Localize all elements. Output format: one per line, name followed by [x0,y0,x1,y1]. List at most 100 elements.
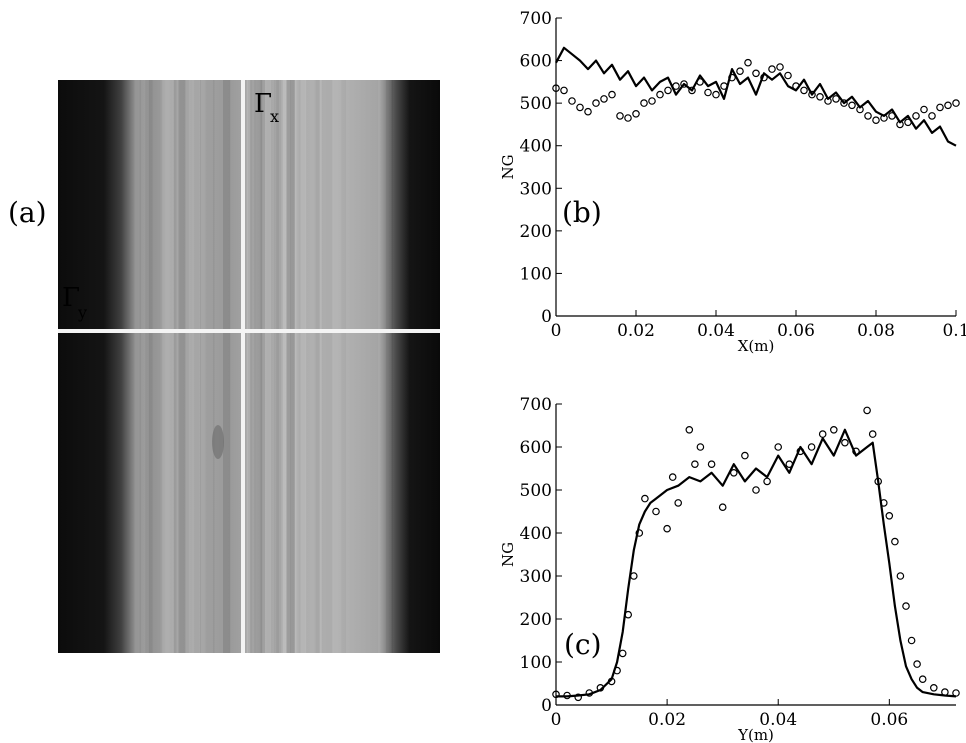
dark-spot [212,425,224,459]
data-point [576,103,584,112]
texture-streak [260,80,271,653]
panel-a-label: (a) [8,196,47,229]
data-point [632,110,640,118]
texture-streak [261,80,265,653]
y-tick-label: 300 [520,179,552,199]
data-point [729,468,738,477]
data-point [616,112,624,120]
x-tick-label: 0.08 [857,321,895,341]
data-point [864,112,872,120]
gamma-y-line [58,329,440,333]
data-point [584,107,592,116]
x-axis-label: X(m) [738,337,775,355]
data-point [768,65,776,73]
texture-streak [134,80,140,653]
texture-streak [178,80,185,653]
data-point [624,610,633,619]
x-tick-label: 0 [551,710,562,730]
x-tick-label: 0.02 [617,321,655,341]
data-point [688,86,696,95]
texture-streak [246,80,260,653]
data-point [685,425,694,434]
data-point [848,101,856,110]
data-point [918,675,927,684]
x-tick-label: 0.04 [759,710,797,730]
texture-streak [251,80,267,653]
y-tick-label: 700 [520,395,552,415]
texture-streak [290,80,299,653]
data-point [763,477,771,486]
data-point [920,105,928,114]
texture-streak [140,80,149,653]
data-point [744,58,752,67]
data-point [652,507,660,516]
data-point [641,494,649,503]
data-point [896,120,904,129]
data-point [635,529,644,537]
y-tick-label: 400 [520,137,552,157]
data-point [936,103,944,112]
data-point [885,511,894,520]
gamma-x-line [241,80,245,653]
texture-streak [201,80,214,653]
y-tick-label: 700 [520,9,552,29]
data-point [816,93,824,101]
y-tick-label: 400 [520,524,552,544]
data-point [680,80,688,88]
y-axis-label: NG [499,542,517,567]
data-point [664,86,672,95]
panel-label: (c) [564,628,602,661]
data-point [863,406,871,415]
texture-streak [309,80,315,653]
texture-streak [241,80,251,653]
data-point [941,688,949,696]
data-point [874,477,883,486]
y-tick-label: 0 [541,307,552,327]
texture-streak [200,80,215,653]
data-point [792,82,800,90]
y-tick-label: 200 [520,610,552,630]
data-point [707,460,716,469]
photo-image: Γ x Γ y [58,80,440,653]
data-point [728,73,736,82]
data-point [674,499,683,507]
series-line [555,46,957,147]
data-point [608,90,616,99]
panel-label: (b) [562,196,602,229]
data-point [928,112,936,120]
data-point [800,86,808,95]
data-point [824,97,832,105]
data-point [552,84,560,93]
data-point [563,691,571,700]
texture-streak [306,80,320,653]
texture-streak [287,80,295,653]
data-point [904,118,912,127]
y-tick-label: 100 [520,653,552,673]
data-point [818,430,827,438]
data-point [592,99,600,107]
x-axis-label: Y(m) [737,726,774,743]
data-point [656,90,664,99]
data-point [736,67,744,76]
data-point [944,101,952,110]
data-point [585,689,594,697]
data-point [784,71,792,80]
y-tick-label: 100 [520,264,552,284]
texture-streak [174,80,177,653]
texture-streak [378,80,392,653]
y-tick-label: 500 [520,481,552,501]
texture-streak [321,80,333,653]
data-point [712,90,720,99]
y-axis-label: NG [499,154,517,179]
data-point [629,572,638,580]
data-point [752,69,760,78]
y-tick-label: 300 [520,567,552,587]
texture-streak [277,80,281,653]
texture-streak [145,80,153,653]
texture-streak [246,80,255,653]
texture-streak [305,80,310,653]
y-tick-label: 600 [520,438,552,458]
data-point [808,90,816,99]
data-point [902,602,910,610]
data-point [896,572,905,580]
